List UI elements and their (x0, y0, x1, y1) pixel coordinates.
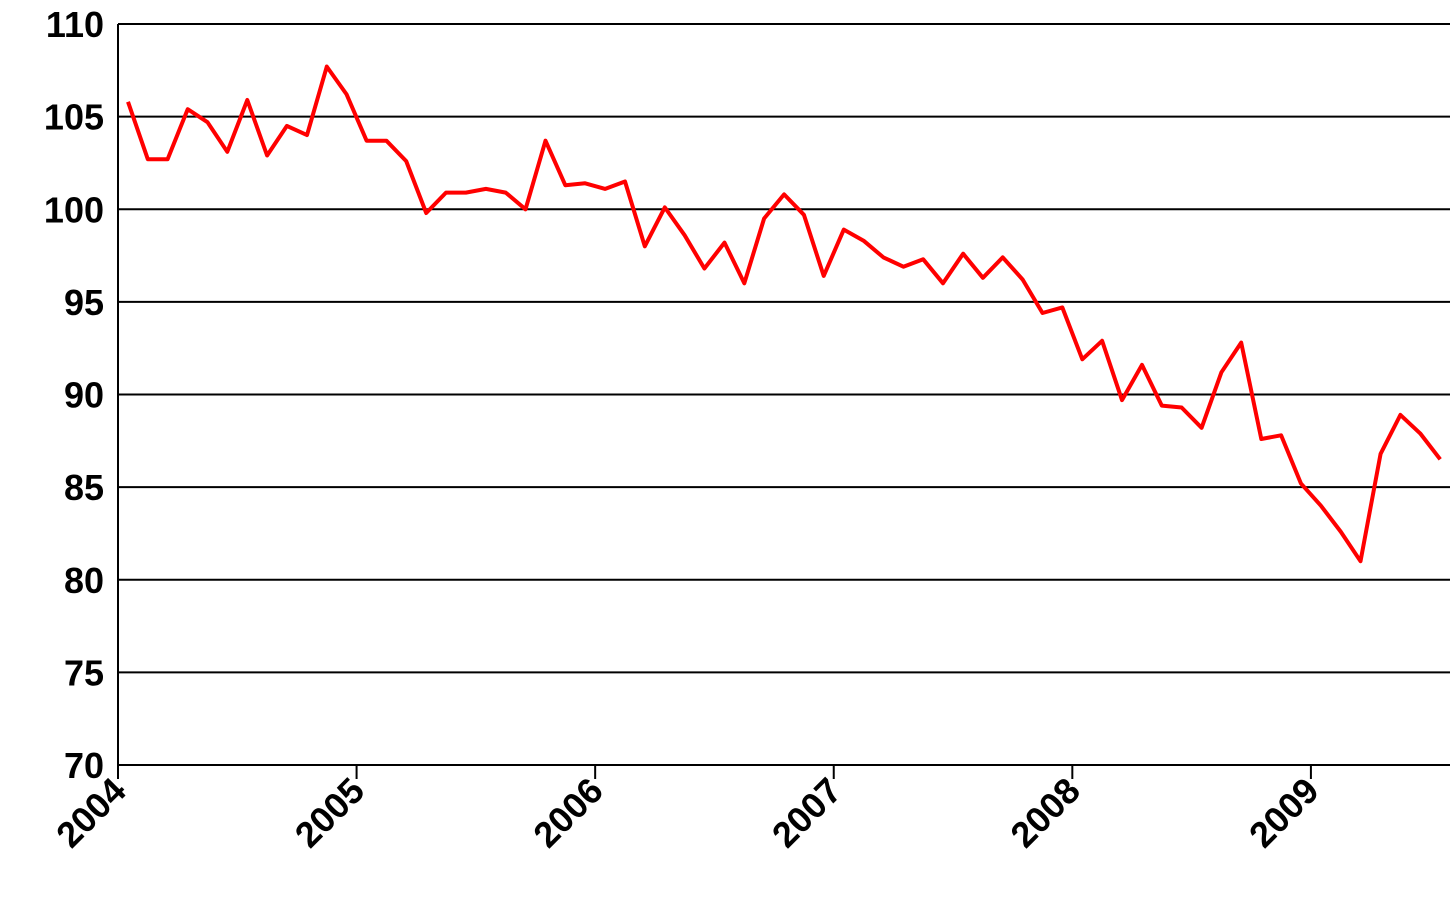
x-tick-label: 2007 (764, 770, 850, 856)
y-tick-label: 95 (64, 282, 104, 323)
y-tick-label: 85 (64, 467, 104, 508)
x-tick-label: 2005 (287, 770, 373, 856)
y-tick-label: 90 (64, 375, 104, 416)
y-tick-label: 110 (46, 4, 104, 45)
x-tick-label: 2006 (525, 770, 611, 856)
x-tick-label: 2004 (48, 770, 134, 856)
y-tick-label: 105 (44, 97, 104, 138)
y-tick-label: 100 (44, 189, 104, 230)
x-tick-label: 2008 (1002, 770, 1088, 856)
x-tick-label: 2009 (1241, 770, 1327, 856)
y-tick-label: 75 (64, 652, 104, 693)
y-tick-label: 70 (64, 745, 104, 786)
data-line (126, 64, 1442, 564)
y-tick-label: 80 (64, 560, 104, 601)
